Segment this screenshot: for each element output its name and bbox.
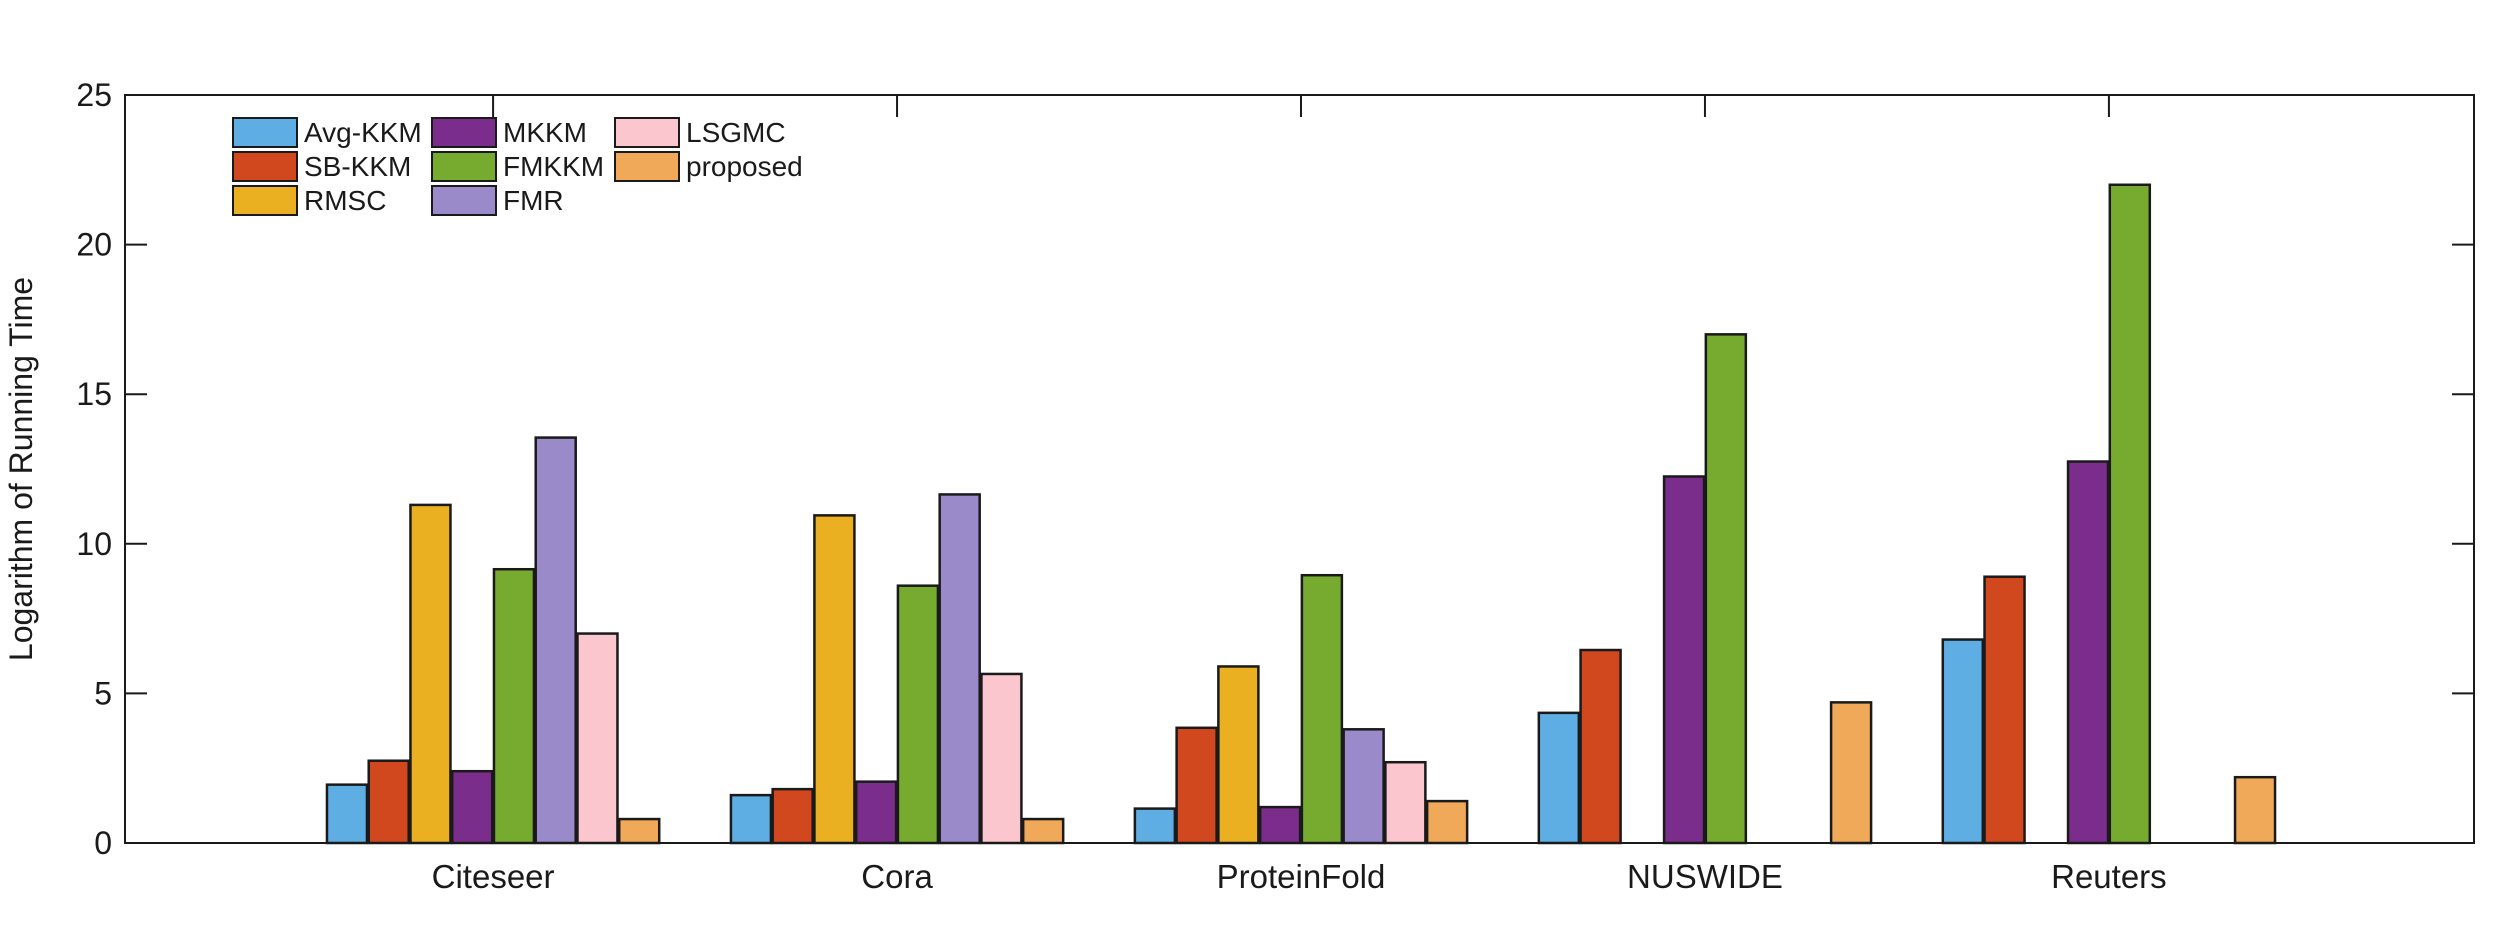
legend-swatch-LSGMC	[614, 117, 680, 148]
y-tick-label: 0	[94, 825, 112, 861]
bar-SB-KKM-Reuters	[1983, 575, 2026, 845]
bar-proposed-ProteinFold	[1425, 799, 1469, 845]
legend-swatch-FMR	[431, 185, 497, 216]
bar-FMR-Cora	[938, 493, 981, 845]
bar-LSGMC-Citeseer	[576, 632, 619, 845]
bar-MKKM-NUSWIDE	[1662, 475, 1706, 845]
y-axis-title: Logarithm of Running Time	[3, 277, 39, 661]
bar-RMSC-ProteinFold	[1217, 665, 1260, 845]
plot-box	[124, 94, 2475, 844]
bar-FMKKM-Reuters	[2108, 183, 2152, 845]
legend-swatch-proposed	[614, 151, 680, 182]
category-label: NUSWIDE	[1627, 858, 1783, 895]
bar-MKKM-ProteinFold	[1258, 805, 1302, 845]
bar-FMKKM-Cora	[896, 584, 940, 845]
bar-SB-KKM-ProteinFold	[1175, 726, 1218, 845]
bar-FMKKM-ProteinFold	[1300, 573, 1344, 845]
legend-label-SB-KKM: SB-KKM	[304, 151, 411, 182]
legend-swatch-SB-KKM	[232, 151, 298, 182]
bar-SB-KKM-Citeseer	[367, 759, 410, 845]
bar-proposed-Cora	[1021, 817, 1065, 845]
legend-swatch-MKKM	[431, 117, 497, 148]
legend-swatch-RMSC	[232, 185, 298, 216]
bar-RMSC-Cora	[813, 514, 856, 845]
legend-label-proposed: proposed	[686, 151, 803, 182]
bar-FMR-Citeseer	[534, 436, 577, 845]
bar-FMKKM-Citeseer	[492, 567, 536, 845]
category-label: Cora	[861, 858, 933, 895]
category-label: ProteinFold	[1217, 858, 1386, 895]
bar-MKKM-Cora	[854, 780, 898, 845]
bar-SB-KKM-NUSWIDE	[1579, 648, 1622, 845]
bar-Avg-KKM-Cora	[729, 793, 773, 845]
y-tick-label: 15	[76, 376, 112, 412]
bar-proposed-Citeseer	[617, 817, 661, 845]
bar-LSGMC-Cora	[980, 672, 1023, 845]
bar-Avg-KKM-Citeseer	[325, 783, 369, 845]
bar-RMSC-Citeseer	[409, 503, 452, 845]
y-tick-label: 5	[94, 675, 112, 711]
legend-label-FMR: FMR	[503, 185, 564, 216]
bar-FMR-ProteinFold	[1342, 728, 1385, 845]
legend-label-LSGMC: LSGMC	[686, 117, 786, 148]
category-label: Citeseer	[432, 858, 555, 895]
bar-Avg-KKM-ProteinFold	[1133, 807, 1177, 845]
category-label: Reuters	[2051, 858, 2167, 895]
bar-proposed-Reuters	[2233, 775, 2277, 845]
legend-label-FMKKM: FMKKM	[503, 151, 604, 182]
y-tick-label: 10	[76, 526, 112, 562]
bar-FMKKM-NUSWIDE	[1704, 333, 1748, 845]
legend-label-RMSC: RMSC	[304, 185, 386, 216]
legend-swatch-Avg-KKM	[232, 117, 298, 148]
y-tick-label: 20	[76, 227, 112, 263]
bar-LSGMC-ProteinFold	[1384, 760, 1427, 845]
bar-MKKM-Reuters	[2066, 460, 2110, 845]
legend-swatch-FMKKM	[431, 151, 497, 182]
bar-SB-KKM-Cora	[771, 787, 814, 845]
bar-Avg-KKM-Reuters	[1941, 638, 1985, 845]
bar-MKKM-Citeseer	[450, 769, 494, 845]
bar-Avg-KKM-NUSWIDE	[1537, 711, 1581, 845]
legend-label-MKKM: MKKM	[503, 117, 587, 148]
legend-label-Avg-KKM: Avg-KKM	[304, 117, 422, 148]
bar-proposed-NUSWIDE	[1829, 701, 1873, 845]
y-tick-label: 25	[76, 77, 112, 113]
